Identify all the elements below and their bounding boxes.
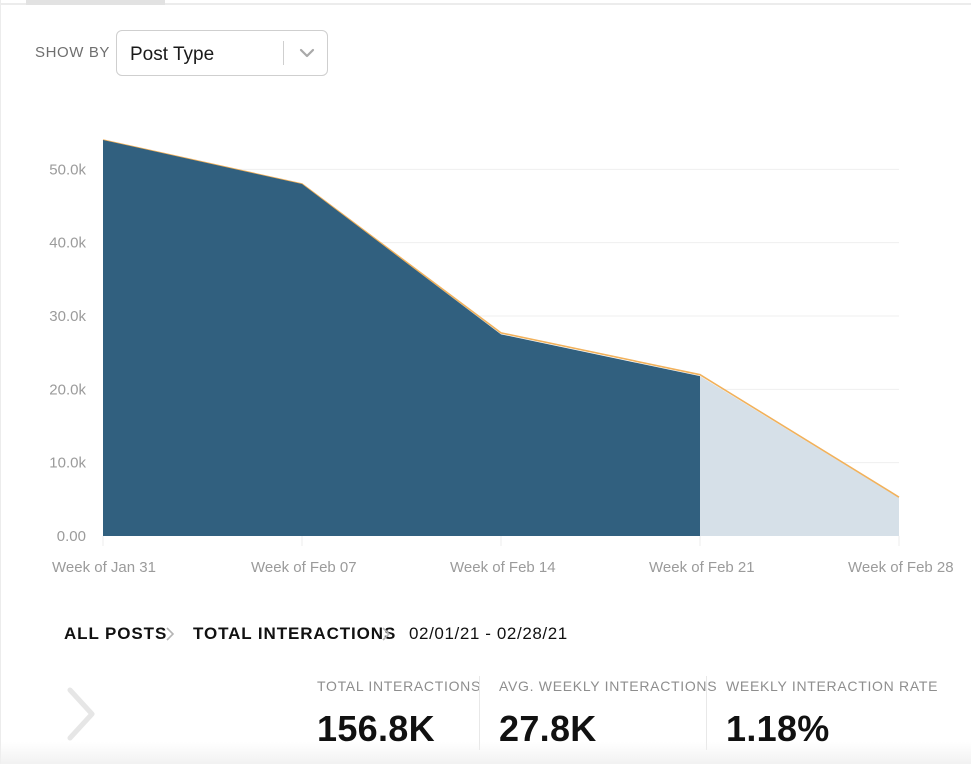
chevron-down-icon[interactable] xyxy=(297,43,317,63)
y-tick-label: 0.00 xyxy=(57,528,86,545)
breadcrumb-total-interactions[interactable]: TOTAL INTERACTIONS xyxy=(193,624,397,643)
breadcrumb-all-posts[interactable]: ALL POSTS xyxy=(64,624,168,643)
post-type-select-value: Post Type xyxy=(130,44,215,65)
chevron-right-icon xyxy=(166,627,175,641)
stat-label: AVG. WEEKLY INTERACTIONS xyxy=(499,678,718,694)
select-divider xyxy=(283,41,284,65)
stat-avg-weekly-interactions: AVG. WEEKLY INTERACTIONS 27.8K xyxy=(499,678,717,750)
stat-total-interactions: TOTAL INTERACTIONS 156.8K xyxy=(317,678,481,750)
chevron-right-icon xyxy=(382,627,391,641)
secondary-series-line xyxy=(102,139,900,498)
interactions-area-chart: 0.00 10.0k 20.0k 30.0k 40.0k 50.0k Week of Jan… xyxy=(49,139,954,576)
y-tick-label: 10.0k xyxy=(49,455,86,472)
left-border xyxy=(0,0,1,764)
y-tick-label: 50.0k xyxy=(49,161,86,178)
x-tick-label: Week of Feb 07 xyxy=(251,559,357,576)
bottom-fade xyxy=(0,742,971,764)
chevron-right-icon[interactable] xyxy=(62,686,102,744)
stat-label: TOTAL INTERACTIONS xyxy=(317,678,482,694)
x-tick-label: Week of Feb 21 xyxy=(649,559,755,576)
y-tick-label: 40.0k xyxy=(49,235,86,252)
post-type-select[interactable]: Post Type xyxy=(116,30,328,76)
date-range: 02/01/21 - 02/28/21 xyxy=(409,624,568,643)
y-tick-label: 20.0k xyxy=(49,381,86,398)
active-tab-indicator[interactable] xyxy=(26,0,165,5)
stat-divider xyxy=(706,676,707,750)
actual-area xyxy=(103,140,700,536)
x-tick-label: Week of Feb 14 xyxy=(450,559,556,576)
x-tick-label: Week of Jan 31 xyxy=(52,559,156,576)
projected-area xyxy=(700,376,899,536)
show-by-label: SHOW BY xyxy=(35,44,111,61)
x-tick-label: Week of Feb 28 xyxy=(848,559,954,576)
y-tick-label: 30.0k xyxy=(49,308,86,325)
top-border xyxy=(0,3,971,5)
stat-label: WEEKLY INTERACTION RATE xyxy=(726,678,939,694)
stat-divider xyxy=(479,676,480,750)
stat-weekly-interaction-rate: WEEKLY INTERACTION RATE 1.18% xyxy=(726,678,938,750)
